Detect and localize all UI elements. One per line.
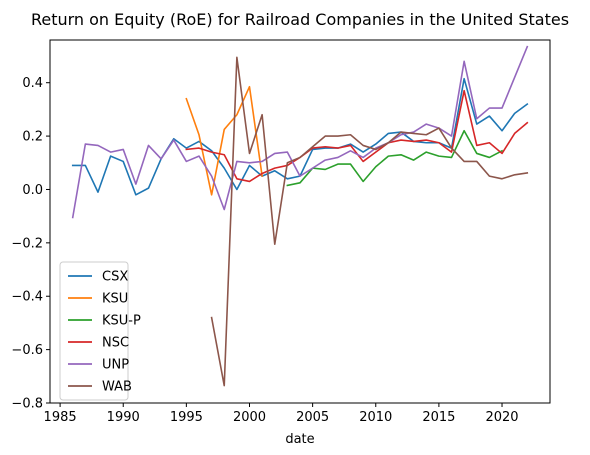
x-tick-label: 2020 [485, 410, 518, 425]
x-axis-label: date [285, 432, 314, 447]
x-tick-label: 2010 [359, 410, 392, 425]
series-line-ksu-p [286, 129, 504, 187]
legend-entry-label: UNP [102, 358, 129, 373]
y-tick-label: −0.6 [11, 343, 43, 358]
series-line-csx [71, 77, 529, 196]
legend-entry-label: KSU-P [102, 314, 141, 329]
series-layer [71, 45, 529, 387]
series-line-wab [210, 56, 529, 387]
series-line-unp [71, 45, 529, 219]
x-tick-label: 1985 [44, 410, 77, 425]
chart-title: Return on Equity (RoE) for Railroad Comp… [31, 10, 569, 29]
x-tick-label: 2000 [233, 410, 266, 425]
legend-entry-label: NSC [102, 336, 129, 351]
y-tick-label: 0.4 [22, 76, 43, 91]
x-tick-label: 1990 [107, 410, 140, 425]
y-axis: −0.8 −0.6 −0.4 −0.2 0.0 0.2 0.4 [11, 76, 50, 412]
y-tick-label: −0.2 [11, 236, 43, 251]
legend-box [59, 261, 129, 401]
legend-entry-label: KSU [102, 292, 128, 307]
legend-entry-label: WAB [102, 380, 132, 395]
y-tick-label: 0.0 [22, 183, 43, 198]
x-tick-label: 2015 [422, 410, 455, 425]
plot-frame [49, 39, 551, 404]
series-line-nsc [185, 89, 529, 183]
x-tick-label: 2005 [296, 410, 329, 425]
y-tick-label: −0.8 [11, 397, 43, 412]
x-tick-label: 1995 [170, 410, 203, 425]
legend-entry-label: CSX [102, 270, 128, 285]
x-axis: 1985 1990 1995 2000 2005 2010 2015 2020 [44, 403, 519, 425]
y-tick-label: 0.2 [22, 130, 43, 145]
legend: CSX KSU KSU-P NSC UNP WAB [59, 261, 141, 401]
y-tick-label: −0.4 [11, 290, 43, 305]
series-line-ksu [185, 85, 264, 196]
